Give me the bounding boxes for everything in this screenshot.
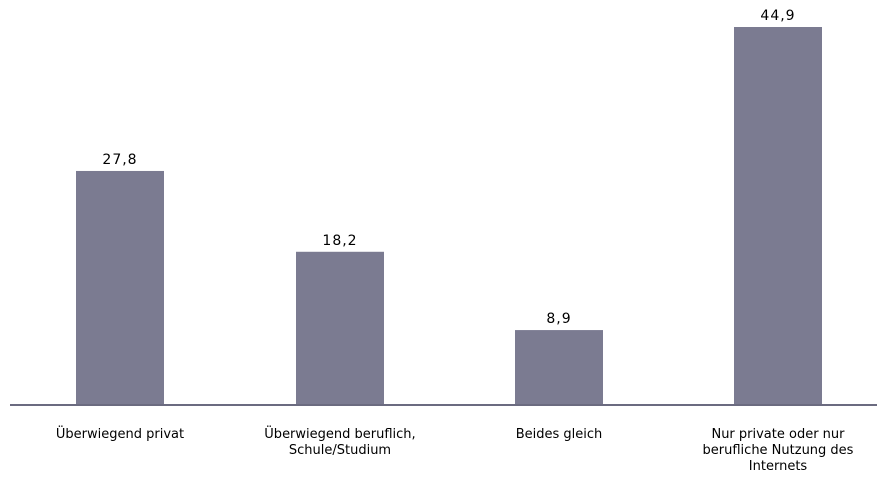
data-label-1: 27,8	[102, 152, 137, 168]
value-labels-group: 27,8 18,2 8,9 44,9	[102, 8, 795, 327]
data-label-4: 44,9	[760, 8, 795, 24]
category-label-line: Überwiegend beruflich,	[264, 425, 415, 442]
bar-2	[296, 251, 384, 405]
bar-4	[734, 27, 822, 405]
category-label-line: Internets	[749, 459, 808, 474]
category-label-line: Überwiegend privat	[56, 425, 184, 442]
category-label-1: Überwiegend privat	[56, 425, 184, 442]
bar-3	[515, 330, 603, 405]
category-label-line: Beides gleich	[516, 427, 603, 442]
bars-group	[76, 27, 822, 405]
data-label-3: 8,9	[546, 311, 571, 327]
bar-1	[76, 170, 164, 405]
category-labels-group: Überwiegend privat Überwiegend beruflich,…	[56, 425, 854, 474]
category-label-line: Nur private oder nur	[711, 427, 845, 442]
category-label-line: berufliche Nutzung des	[703, 443, 854, 458]
category-label-2: Überwiegend beruflich, Schule/Studium	[264, 425, 415, 458]
category-label-line: Schule/Studium	[289, 443, 391, 458]
category-label-3: Beides gleich	[516, 427, 603, 442]
category-label-4: Nur private oder nur berufliche Nutzung d…	[703, 427, 854, 474]
data-label-2: 18,2	[322, 233, 357, 249]
